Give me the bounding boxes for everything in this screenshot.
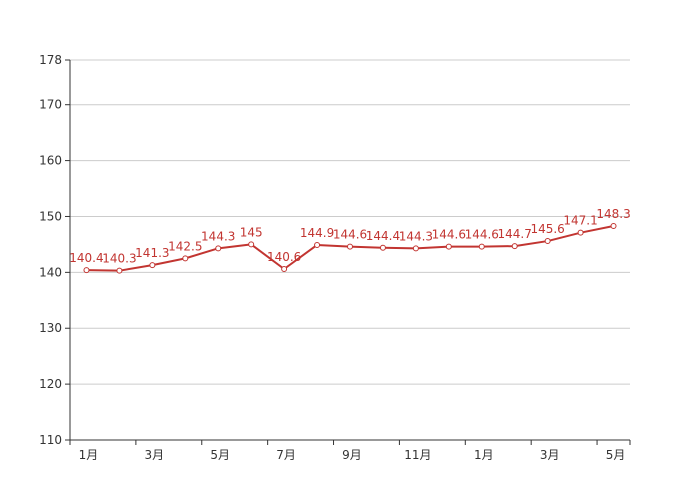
- y-tick-label: 120: [39, 377, 62, 391]
- data-point[interactable]: [445, 243, 452, 250]
- data-point[interactable]: [182, 255, 189, 262]
- data-label: 147.1: [563, 214, 597, 228]
- data-point[interactable]: [347, 243, 353, 250]
- data-label: 148.3: [596, 207, 630, 221]
- x-tick-label: 11月: [404, 448, 431, 462]
- data-label: 140.3: [102, 252, 136, 266]
- data-point[interactable]: [215, 245, 222, 252]
- data-point[interactable]: [116, 267, 123, 274]
- data-point[interactable]: [478, 243, 485, 250]
- data-label: 144.6: [432, 228, 466, 242]
- x-tick-label: 9月: [342, 448, 362, 462]
- data-point[interactable]: [314, 241, 321, 248]
- data-label: 140.6: [267, 250, 301, 264]
- data-label: 144.9: [300, 226, 334, 240]
- data-label: 144.7: [498, 227, 532, 241]
- data-label: 145.6: [530, 222, 564, 236]
- x-tick-label: 3月: [145, 448, 165, 462]
- data-point[interactable]: [544, 238, 551, 245]
- y-tick-label: 130: [39, 321, 62, 335]
- data-label: 144.6: [333, 228, 367, 242]
- y-tick-label: 140: [39, 265, 62, 279]
- y-tick-label: 170: [39, 98, 62, 112]
- x-tick-label: 1月: [474, 448, 494, 462]
- y-tick-label: 110: [39, 433, 62, 447]
- data-point[interactable]: [511, 243, 518, 250]
- x-tick-label: 5月: [210, 448, 230, 462]
- data-label: 141.3: [135, 246, 169, 260]
- data-point[interactable]: [281, 266, 288, 272]
- data-point[interactable]: [379, 244, 386, 251]
- y-tick-label: 160: [39, 154, 62, 168]
- data-label: 144.6: [465, 228, 499, 242]
- data-label: 144.3: [399, 229, 433, 243]
- y-tick-label: 178: [39, 53, 62, 67]
- data-point[interactable]: [577, 229, 584, 236]
- data-point[interactable]: [610, 222, 617, 229]
- x-tick-label: 7月: [276, 448, 296, 462]
- x-tick-label: 3月: [540, 448, 560, 462]
- data-label: 144.4: [366, 229, 400, 243]
- x-tick-label: 1月: [79, 448, 99, 462]
- data-point[interactable]: [248, 241, 255, 248]
- data-label: 142.5: [168, 239, 202, 253]
- data-point[interactable]: [149, 262, 156, 269]
- data-label: 144.3: [201, 229, 235, 243]
- data-label: 140.4: [69, 251, 103, 265]
- y-tick-label: 150: [39, 209, 62, 223]
- data-point[interactable]: [412, 245, 419, 252]
- x-tick-label: 5月: [606, 448, 626, 462]
- data-point[interactable]: [83, 267, 90, 274]
- data-label: 145: [240, 225, 263, 239]
